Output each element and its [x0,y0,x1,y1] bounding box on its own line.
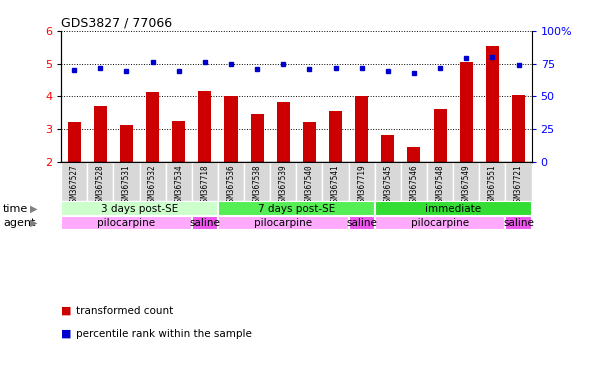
Text: saline: saline [503,218,534,228]
Text: GSM367721: GSM367721 [514,164,523,206]
Text: GSM367545: GSM367545 [383,164,392,206]
Bar [114,162,139,202]
Bar [401,162,427,202]
Bar [459,62,473,162]
Text: ■: ■ [61,306,71,316]
Text: GSM367541: GSM367541 [331,164,340,206]
Text: ▶: ▶ [30,218,37,228]
Bar [61,162,87,202]
Bar [270,162,296,202]
Bar [323,162,349,202]
Bar [486,46,499,162]
Text: agent: agent [3,218,35,228]
Text: pilocarpine: pilocarpine [254,218,312,228]
Bar [375,162,401,202]
Text: GDS3827 / 77066: GDS3827 / 77066 [61,17,172,30]
Text: GSM367548: GSM367548 [436,164,445,206]
Text: GSM367718: GSM367718 [200,164,210,206]
Text: GSM367719: GSM367719 [357,164,366,206]
Text: GSM367534: GSM367534 [174,164,183,206]
Text: pilocarpine: pilocarpine [411,218,469,228]
Text: 3 days post-SE: 3 days post-SE [101,204,178,214]
Bar [505,162,532,202]
Text: GSM367540: GSM367540 [305,164,314,206]
Bar [434,109,447,162]
Bar [244,162,270,202]
Bar [192,216,218,230]
Text: ■: ■ [61,329,71,339]
Bar [61,202,218,216]
Bar [199,91,211,162]
Text: GSM367528: GSM367528 [96,164,105,206]
Text: transformed count: transformed count [76,306,174,316]
Text: GSM367538: GSM367538 [252,164,262,206]
Text: GSM367532: GSM367532 [148,164,157,206]
Bar [303,122,316,162]
Text: 7 days post-SE: 7 days post-SE [258,204,335,214]
Bar [192,162,218,202]
Bar [505,216,532,230]
Text: GSM367546: GSM367546 [409,164,419,206]
Text: GSM367527: GSM367527 [70,164,79,206]
Bar [512,95,525,162]
Bar [251,114,264,162]
Text: saline: saline [346,218,377,228]
Bar [427,162,453,202]
Bar [93,106,107,162]
Bar [296,162,323,202]
Text: percentile rank within the sample: percentile rank within the sample [76,329,252,339]
Bar [375,202,532,216]
Bar [218,162,244,202]
Bar [349,216,375,230]
Bar [146,92,159,162]
Bar [349,162,375,202]
Text: immediate: immediate [425,204,481,214]
Bar [139,162,166,202]
Text: pilocarpine: pilocarpine [97,218,156,228]
Bar [453,162,479,202]
Bar [218,202,375,216]
Bar [68,122,81,162]
Bar [329,111,342,162]
Bar [61,216,192,230]
Text: GSM367551: GSM367551 [488,164,497,206]
Text: ▶: ▶ [30,204,37,214]
Text: time: time [3,204,28,214]
Bar [381,135,394,162]
Bar [408,147,420,162]
Bar [120,125,133,162]
Bar [172,121,185,162]
Text: GSM367531: GSM367531 [122,164,131,206]
Bar [277,102,290,162]
Text: saline: saline [189,218,221,228]
Bar [355,96,368,162]
Text: GSM367536: GSM367536 [227,164,235,206]
Bar [224,96,238,162]
Bar [479,162,505,202]
Text: GSM367539: GSM367539 [279,164,288,206]
Bar [375,216,505,230]
Bar [166,162,192,202]
Bar [87,162,114,202]
Text: GSM367549: GSM367549 [462,164,470,206]
Bar [218,216,349,230]
